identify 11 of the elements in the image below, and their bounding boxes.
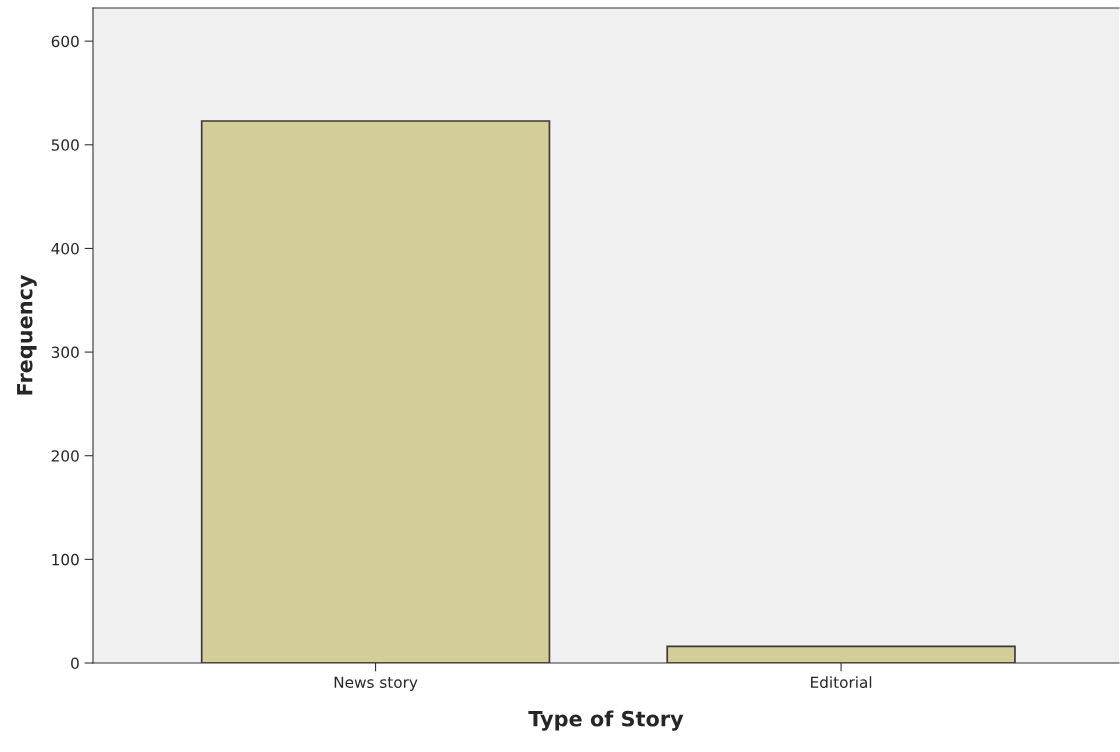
x-axis-title: Type of Story [528, 710, 684, 731]
y-tick-label: 200 [51, 450, 79, 462]
y-axis-title: Frequency [17, 274, 37, 395]
y-tick-label: 100 [52, 553, 79, 566]
y-tick-label: 400 [51, 242, 79, 255]
x-tick-label: Editorial [811, 676, 872, 689]
x-tick-label: News story [334, 676, 418, 691]
y-tick-label: 0 [71, 657, 79, 670]
y-tick-label: 300 [51, 346, 79, 359]
y-tick-label: 600 [51, 35, 79, 48]
y-tick-label: 500 [51, 139, 79, 151]
